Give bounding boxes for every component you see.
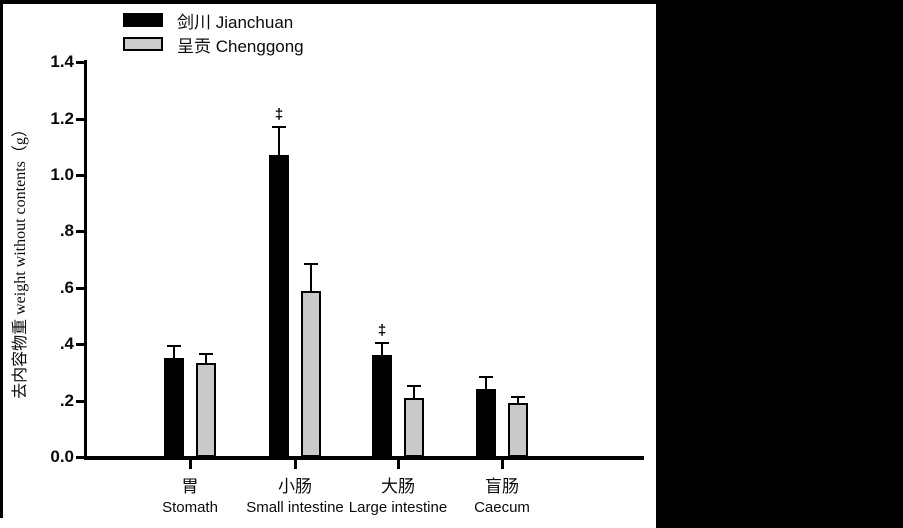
error-cap-chenggong-caecum (511, 395, 525, 398)
bar-jianchuan-stomach (164, 358, 184, 457)
y-axis-title: 去内容物重 weight without contents（g） (12, 120, 30, 399)
error-cap-jianchuan-stomach (167, 345, 181, 348)
legend-item-chenggong: 呈贡 Chenggong (123, 32, 304, 56)
y-axis-tick-label: .8 (59, 221, 74, 241)
chart-legend: 剑川 Jianchuan 呈贡 Chenggong (123, 8, 304, 56)
error-bar-jianchuan-small-intestine (278, 128, 280, 156)
error-cap-chenggong-small-intestine (304, 263, 318, 266)
category-label-zh-small-intestine: 小肠 (278, 477, 312, 496)
category-label-zh-caecum: 盲肠 (485, 477, 519, 496)
y-axis-tick (76, 61, 84, 65)
error-cap-chenggong-large-intestine (407, 384, 421, 387)
error-bar-chenggong-large-intestine (413, 386, 415, 398)
legend-swatch-chenggong-icon (123, 37, 163, 51)
y-axis-tick (76, 343, 84, 347)
y-axis-tick (76, 399, 84, 403)
y-axis-tick (76, 230, 84, 234)
category-label-zh-large-intestine: 大肠 (381, 477, 415, 496)
top-border-strip (0, 0, 660, 4)
right-black-panel (656, 0, 903, 528)
error-cap-jianchuan-large-intestine (375, 341, 389, 344)
y-axis-tick-label: 0.0 (50, 447, 74, 466)
error-cap-jianchuan-small-intestine (272, 126, 286, 129)
bar-chenggong-small-intestine (301, 290, 321, 457)
y-axis-tick (76, 117, 84, 121)
x-axis-tick (189, 460, 192, 469)
x-axis-line (84, 456, 644, 460)
y-axis-tick (76, 174, 84, 177)
y-axis-tick-label: 1.2 (50, 108, 74, 128)
error-bar-jianchuan-large-intestine (381, 343, 383, 356)
error-bar-jianchuan-caecum (485, 378, 487, 390)
bar-jianchuan-caecum (476, 389, 496, 457)
bar-chenggong-caecum (508, 403, 528, 457)
y-axis-tick-label: .6 (59, 277, 74, 297)
y-axis-tick-label: 1.0 (50, 165, 74, 184)
error-bar-chenggong-small-intestine (310, 265, 312, 291)
x-axis-tick (397, 460, 400, 469)
error-bar-chenggong-caecum (517, 397, 519, 404)
error-cap-jianchuan-caecum (479, 376, 493, 379)
category-label-en-caecum: Caecum (474, 499, 530, 516)
legend-label-chenggong: 呈贡 Chenggong (177, 36, 304, 56)
category-label-en-small-intestine: Small intestine (246, 499, 344, 516)
legend-item-jianchuan: 剑川 Jianchuan (123, 8, 304, 32)
error-bar-chenggong-stomach (205, 355, 207, 363)
significance-marker-small-intestine: ‡ (274, 106, 284, 124)
x-axis-tick (501, 460, 504, 469)
y-axis-tick-label: 1.4 (50, 52, 74, 72)
y-axis-tick-label: .2 (59, 390, 74, 410)
left-border-strip (0, 0, 3, 518)
significance-marker-large-intestine: ‡ (377, 321, 387, 339)
error-cap-chenggong-stomach (199, 353, 213, 356)
y-axis-tick (76, 286, 84, 290)
legend-swatch-jianchuan-icon (123, 13, 163, 27)
bar-chenggong-large-intestine (404, 397, 424, 457)
y-axis-tick (76, 456, 84, 459)
category-label-en-stomach: Stomath (162, 499, 218, 516)
bar-jianchuan-small-intestine (269, 155, 289, 457)
bar-chenggong-stomach (196, 362, 216, 457)
category-label-en-large-intestine: Large intestine (348, 499, 448, 516)
y-axis-line (84, 60, 87, 459)
error-bar-jianchuan-stomach (173, 347, 175, 359)
bar-jianchuan-large-intestine (372, 355, 392, 457)
x-axis-tick (294, 460, 297, 469)
legend-label-jianchuan: 剑川 Jianchuan (177, 12, 294, 32)
y-axis-tick-label: .4 (59, 334, 74, 354)
category-label-zh-stomach: 胃 (181, 477, 199, 496)
